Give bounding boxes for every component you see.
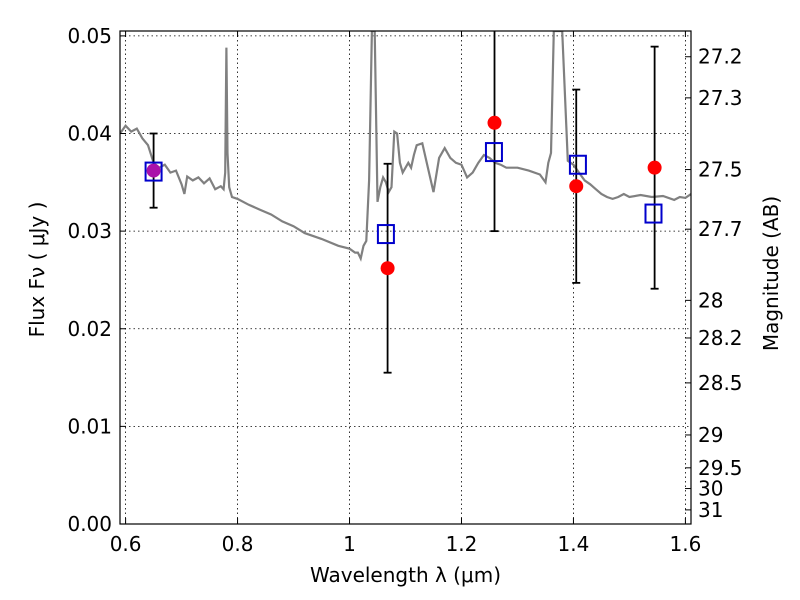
grid [120,31,691,525]
x-tick-label: 1.4 [558,532,590,556]
y-tick-label: 0.05 [67,24,112,48]
ticks: 0.6 0.8 1 1.2 1.4 1.6 0.00 0.01 0.02 0.03 0.04 0.05… [67,24,742,556]
square-marker [568,154,587,175]
y-tick-label: 0.02 [67,317,112,341]
circle-marker [647,160,662,175]
y-tick-label: 0.00 [67,512,112,536]
y2-axis-label: Magnitude (AB) [759,196,783,351]
y2-tick-label: 28.5 [698,371,743,395]
x-tick-label: 1.2 [446,532,478,556]
square-marker [484,142,503,163]
model-spectrum-line [120,31,691,262]
x-tick-label: 0.8 [222,532,254,556]
y2-tick-label: 30 [698,477,723,501]
x-axis-label: Wavelength λ (μm) [310,563,501,587]
y-tick-label: 0.03 [67,219,112,243]
y2-tick-label: 31 [698,498,723,522]
x-tick-label: 1.6 [669,532,701,556]
square-marker [376,224,395,245]
circle-marker [380,261,395,276]
y2-tick-label: 27.5 [698,158,743,182]
x-tick-label: 0.6 [110,532,142,556]
circle-marker [146,163,161,178]
y-axis-label: Flux Fν ( μJy ) [25,202,49,338]
y2-tick-label: 28.2 [698,326,743,350]
circle-marker [569,179,584,194]
y2-tick-label: 27.7 [698,217,743,241]
y-tick-label: 0.01 [67,414,112,438]
plot-frame [119,30,692,525]
y2-tick-label: 29 [698,423,723,447]
y2-tick-label: 27.2 [698,45,743,69]
circle-marker [487,115,502,130]
y-tick-label: 0.04 [67,122,112,146]
square-marker [144,161,163,182]
y2-tick-label: 27.3 [698,86,743,110]
y2-tick-label: 28 [698,288,723,312]
x-tick-label: 1 [343,532,356,556]
square-marker [644,203,663,224]
y2-tick-label: 29.5 [698,456,743,480]
series-layer [120,31,691,374]
